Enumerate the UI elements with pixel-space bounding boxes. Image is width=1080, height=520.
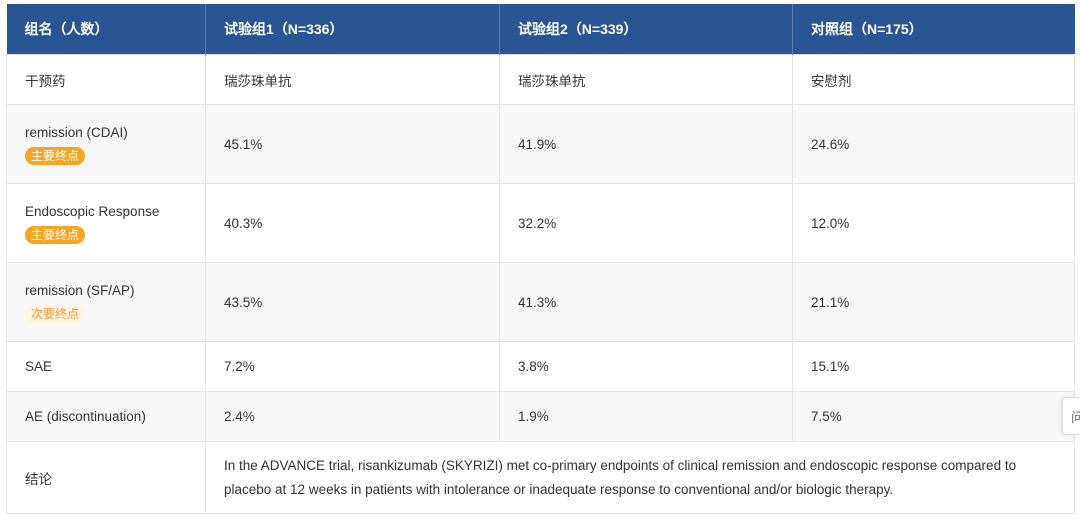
cell-trial1: 40.3% <box>205 183 500 263</box>
cell-trial1: 43.5% <box>205 262 500 342</box>
table-row-remission-sfap: remission (SF/AP) 次要终点 43.5% 41.3% 21.1% <box>6 262 1075 342</box>
cell-control: 15.1% <box>792 341 1075 392</box>
primary-endpoint-badge: 主要终点 <box>25 146 86 165</box>
cell-trial1: 7.2% <box>205 341 500 392</box>
row-label: remission (CDAI) <box>25 124 128 140</box>
results-table-container: 组名（人数） 试验组1（N=336） 试验组2（N=339） 对照组（N=175… <box>6 4 1075 514</box>
header-trial1: 试验组1（N=336） <box>205 4 500 55</box>
cell-trial1: 瑞莎珠单抗 <box>205 54 500 105</box>
side-tab-label: 问 <box>1071 407 1080 426</box>
table-row-sae: SAE 7.2% 3.8% 15.1% <box>6 341 1075 392</box>
conclusion-label: 结论 <box>6 441 206 514</box>
trial-results-table: 组名（人数） 试验组1（N=336） 试验组2（N=339） 对照组（N=175… <box>6 4 1075 514</box>
table-row-ae-discontinuation: AE (discontinuation) 2.4% 1.9% 7.5% <box>6 391 1075 442</box>
cell-trial1: 2.4% <box>205 391 500 442</box>
cell-trial2: 32.2% <box>499 183 793 263</box>
cell-control: 7.5% <box>792 391 1075 442</box>
header-control: 对照组（N=175） <box>792 4 1075 55</box>
row-label: AE (discontinuation) <box>6 391 206 442</box>
cell-control: 24.6% <box>792 104 1075 184</box>
cell-control: 21.1% <box>792 262 1075 342</box>
primary-endpoint-badge: 主要终点 <box>25 225 86 244</box>
conclusion-text: In the ADVANCE trial, risankizumab (SKYR… <box>205 441 1075 514</box>
cell-trial2: 41.3% <box>499 262 793 342</box>
row-label: remission (SF/AP) <box>25 282 135 298</box>
side-tab-button[interactable]: 问 <box>1062 397 1080 435</box>
table-header-row: 组名（人数） 试验组1（N=336） 试验组2（N=339） 对照组（N=175… <box>6 4 1075 55</box>
table-row-remission-cdai: remission (CDAI) 主要终点 45.1% 41.9% 24.6% <box>6 104 1075 184</box>
cell-trial2: 41.9% <box>499 104 793 184</box>
cell-trial2: 1.9% <box>499 391 793 442</box>
row-label: SAE <box>6 341 206 392</box>
cell-control: 12.0% <box>792 183 1075 263</box>
table-row-intervention: 干预药 瑞莎珠单抗 瑞莎珠单抗 安慰剂 <box>6 54 1075 105</box>
secondary-endpoint-badge: 次要终点 <box>25 304 86 323</box>
header-trial2: 试验组2（N=339） <box>499 4 793 55</box>
cell-trial1: 45.1% <box>205 104 500 184</box>
row-label: 干预药 <box>6 54 206 105</box>
row-label: Endoscopic Response <box>25 203 160 219</box>
row-label-cell: Endoscopic Response 主要终点 <box>6 183 206 263</box>
cell-trial2: 瑞莎珠单抗 <box>499 54 793 105</box>
table-row-conclusion: 结论 In the ADVANCE trial, risankizumab (S… <box>6 441 1075 514</box>
row-label-cell: remission (SF/AP) 次要终点 <box>6 262 206 342</box>
header-group: 组名（人数） <box>6 4 206 55</box>
cell-trial2: 3.8% <box>499 341 793 392</box>
row-label-cell: remission (CDAI) 主要终点 <box>6 104 206 184</box>
table-row-endoscopic-response: Endoscopic Response 主要终点 40.3% 32.2% 12.… <box>6 183 1075 263</box>
cell-control: 安慰剂 <box>792 54 1075 105</box>
